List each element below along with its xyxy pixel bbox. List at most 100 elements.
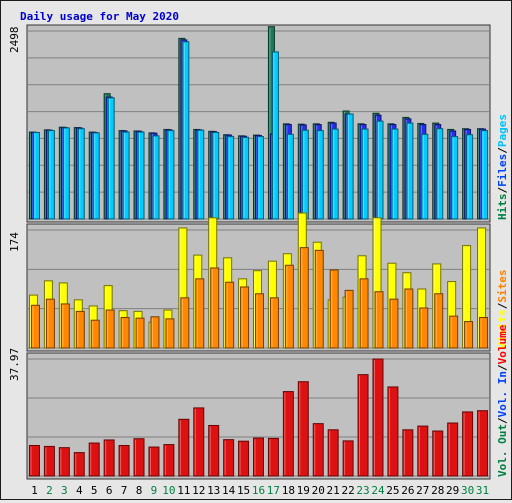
day-label: 9 [151, 484, 158, 497]
bar-sites-day-18 [284, 264, 294, 349]
y-max-label: 37.97 [8, 348, 21, 381]
bar-sites-day-23 [359, 278, 369, 349]
bar-pages-day-29 [451, 136, 459, 220]
bar-volume-day-24 [372, 358, 384, 477]
bar-sites-day-25 [389, 298, 399, 349]
bar-pages-day-17 [271, 51, 279, 220]
y-max-label: 2498 [8, 27, 21, 54]
bar-pages-day-16 [257, 136, 264, 220]
bar-pages-day-27 [421, 133, 429, 220]
bar-sites-day-4 [75, 310, 85, 349]
bar-pages-day-18 [286, 133, 294, 220]
bar-pages-day-25 [391, 128, 399, 220]
bar-volume-day-22 [342, 440, 354, 477]
bar-volume-day-13 [208, 424, 220, 477]
bar-pages-day-13 [212, 131, 220, 220]
bar-sites-day-31 [479, 316, 489, 349]
legend-sites: Sites [496, 270, 509, 303]
bar-sites-day-6 [105, 309, 115, 349]
bar-sites-day-26 [404, 288, 414, 349]
bar-sites-day-1 [30, 304, 40, 349]
panel-legend: Hits/Files/Pages [496, 114, 509, 220]
bar-sites-day-9 [150, 316, 160, 349]
day-label: 19 [297, 484, 310, 497]
bar-pages-day-5 [92, 132, 100, 220]
bar-sites-day-8 [135, 317, 145, 349]
bar-sites-day-10 [165, 318, 175, 349]
day-label: 21 [327, 484, 340, 497]
day-label: 8 [136, 484, 143, 497]
bar-sites-day-17 [269, 297, 279, 349]
bar-volume-day-21 [327, 429, 339, 477]
bar-pages-day-6 [107, 97, 115, 220]
legend-hits: Hits [496, 194, 509, 221]
bar-sites-day-7 [120, 316, 130, 349]
bar-pages-day-12 [197, 129, 205, 220]
legend-separator: / [496, 147, 509, 154]
bar-volume-day-31 [477, 410, 489, 477]
day-label: 6 [106, 484, 113, 497]
day-label: 23 [356, 484, 369, 497]
bar-pages-day-15 [242, 136, 250, 220]
bar-volume-day-11 [178, 418, 190, 477]
bar-sites-day-11 [180, 297, 190, 349]
day-label: 24 [371, 484, 385, 497]
bar-volume-day-17 [267, 437, 279, 477]
bar-pages-day-8 [137, 131, 145, 220]
day-label: 4 [76, 484, 83, 497]
day-label: 12 [192, 484, 205, 497]
day-label: 31 [476, 484, 489, 497]
day-label: 22 [341, 484, 354, 497]
bar-sites-day-30 [464, 321, 474, 349]
legend-separator: / [496, 364, 509, 371]
bar-sites-day-28 [434, 293, 444, 349]
bar-pages-day-19 [301, 129, 309, 220]
legend-separator: / [496, 302, 509, 309]
day-label: 1 [31, 484, 38, 497]
day-label: 17 [267, 484, 280, 497]
panel-legend: Visits/Sites [496, 270, 509, 350]
bar-pages-day-21 [331, 128, 339, 220]
day-label: 11 [177, 484, 190, 497]
day-label: 15 [237, 484, 250, 497]
legend-volume: Volume [496, 324, 509, 364]
day-label: 29 [446, 484, 459, 497]
y-max-label: 174 [8, 232, 21, 252]
bar-sites-day-5 [90, 319, 100, 349]
bar-volume-day-28 [432, 430, 444, 477]
chart-panels: 2498Hits/Files/Pages174Visits/Sites37.97… [8, 24, 509, 480]
bar-volume-day-9 [148, 446, 160, 477]
bar-sites-day-21 [329, 269, 339, 349]
bar-volume-day-7 [118, 444, 130, 477]
bar-sites-day-24 [374, 291, 384, 349]
bar-pages-day-4 [77, 128, 85, 220]
bar-volume-day-8 [133, 438, 145, 477]
bar-volume-day-19 [297, 381, 309, 477]
bar-sites-day-14 [225, 281, 235, 349]
bar-volume-day-15 [238, 440, 250, 477]
bar-pages-day-24 [376, 120, 384, 220]
bar-volume-day-30 [462, 411, 474, 477]
day-label: 20 [312, 484, 325, 497]
bar-pages-day-22 [346, 113, 354, 220]
bar-pages-day-28 [436, 128, 444, 220]
bar-volume-day-5 [88, 442, 100, 477]
legend-pages: Pages [496, 114, 509, 147]
legend-visits: Visits [496, 309, 509, 349]
legend-separator: / [496, 417, 509, 424]
day-label: 7 [121, 484, 128, 497]
bar-sites-day-16 [255, 293, 264, 349]
day-label: 3 [61, 484, 68, 497]
bar-sites-day-12 [195, 278, 205, 349]
bar-sites-day-3 [60, 303, 70, 349]
bar-pages-day-31 [481, 130, 489, 220]
bar-pages-day-14 [227, 136, 235, 220]
day-label: 5 [91, 484, 98, 497]
bar-pages-day-2 [47, 130, 55, 220]
bar-pages-day-10 [167, 130, 175, 220]
panel-middle: 174 Visits/Sites [8, 212, 509, 352]
bar-volume-day-29 [447, 422, 459, 477]
bar-volume-day-18 [282, 391, 294, 477]
